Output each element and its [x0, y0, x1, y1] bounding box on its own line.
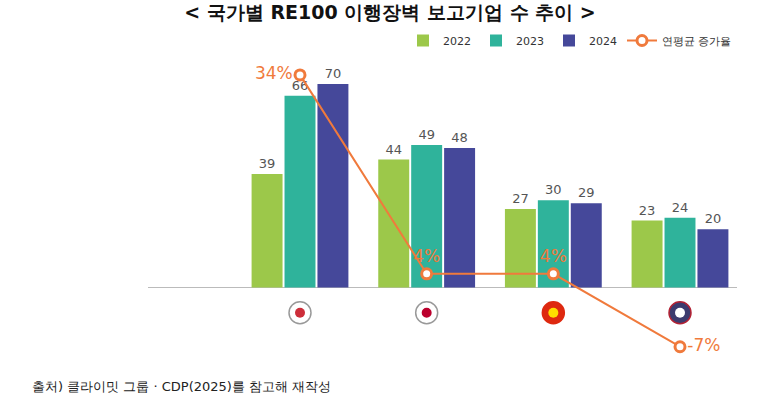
svg-text:연평균 증가율: 연평균 증가율 [662, 35, 732, 48]
svg-text:출처) 클라이밋 그룹 · CDP(2025)를 참고해 재: 출처) 클라이밋 그룹 · CDP(2025)를 참고해 재작성 [32, 379, 331, 394]
svg-text:30: 30 [545, 182, 562, 197]
svg-text:-7%: -7% [687, 335, 720, 355]
svg-text:2023: 2023 [516, 35, 544, 48]
svg-text:20: 20 [705, 211, 722, 226]
svg-text:39: 39 [259, 156, 276, 171]
svg-text:24: 24 [672, 200, 689, 215]
svg-text:34%: 34% [255, 63, 293, 83]
svg-text:49: 49 [418, 127, 435, 142]
svg-text:2024: 2024 [589, 35, 617, 48]
svg-text:70: 70 [325, 66, 342, 81]
svg-text:< 국가별 RE100 이행장벽 보고기업 수 추이 >: < 국가별 RE100 이행장벽 보고기업 수 추이 > [184, 1, 595, 23]
svg-text:4%: 4% [413, 246, 440, 266]
svg-text:29: 29 [578, 185, 595, 200]
svg-text:27: 27 [512, 191, 529, 206]
svg-text:2022: 2022 [443, 35, 471, 48]
svg-text:66: 66 [292, 78, 309, 93]
svg-text:4%: 4% [540, 246, 567, 266]
svg-text:23: 23 [639, 203, 656, 218]
svg-text:44: 44 [385, 142, 402, 157]
svg-text:48: 48 [451, 130, 468, 145]
